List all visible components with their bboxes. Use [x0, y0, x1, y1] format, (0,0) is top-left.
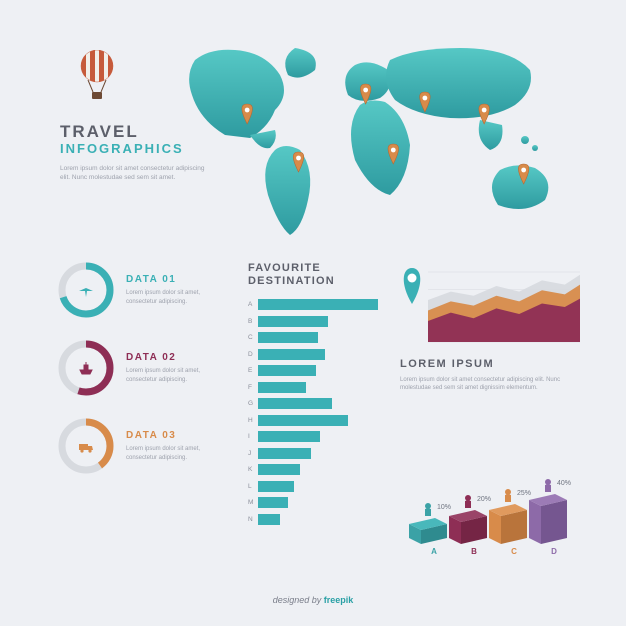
iso-bar-label: D	[551, 547, 557, 556]
donut-desc: Lorem ipsum dolor sit amet, consectetur …	[126, 367, 226, 384]
fav-bar	[258, 431, 320, 442]
fav-bar	[258, 382, 306, 393]
iso-bar-face	[529, 500, 541, 544]
fav-bar-letter: K	[248, 466, 258, 473]
fav-bar-chart: A B C D E F G H I J K L M N	[248, 298, 388, 525]
donut-chart	[58, 262, 114, 318]
fav-bar-letter: C	[248, 334, 258, 341]
donut-label: DATA 02	[126, 352, 226, 363]
truck-icon	[79, 444, 93, 453]
person-icon	[505, 489, 511, 502]
fav-title: FAVOURITEDESTINATION	[248, 262, 388, 288]
map-pin-icon	[360, 84, 371, 104]
footer-prefix: designed by	[273, 595, 324, 605]
fav-bar	[258, 349, 325, 360]
fav-bar-letter: B	[248, 318, 258, 325]
fav-bar-row: J	[248, 447, 388, 460]
fav-bar-row: D	[248, 348, 388, 361]
fav-bar-row: B	[248, 315, 388, 328]
donut-label: DATA 03	[126, 430, 226, 441]
fav-bar	[258, 365, 316, 376]
fav-bar-letter: E	[248, 367, 258, 374]
footer-credit: designed by freepik	[0, 590, 626, 608]
donut-label: DATA 01	[126, 274, 226, 285]
fav-bar-row: A	[248, 298, 388, 311]
fav-bar	[258, 497, 288, 508]
fav-bar-row: M	[248, 496, 388, 509]
fav-bar	[258, 415, 348, 426]
fav-bar	[258, 481, 294, 492]
fav-bar-row: L	[248, 480, 388, 493]
fav-bar-row: G	[248, 397, 388, 410]
iso-bar-pct: 20%	[477, 496, 491, 503]
fav-bar-letter: D	[248, 351, 258, 358]
donut-desc: Lorem ipsum dolor sit amet, consectetur …	[126, 289, 226, 306]
fav-bar-letter: G	[248, 400, 258, 407]
fav-bar-letter: L	[248, 483, 258, 490]
iso-bar-label: A	[431, 547, 437, 556]
fav-bar	[258, 398, 332, 409]
footer-brand: freepik	[324, 595, 354, 605]
donut-column: DATA 01 Lorem ipsum dolor sit amet, cons…	[58, 262, 226, 496]
person-icon	[465, 495, 471, 508]
world-map	[180, 40, 575, 240]
iso-bar-pct: 10%	[437, 504, 451, 511]
fav-bar-letter: A	[248, 301, 258, 308]
lorem-desc: Lorem ipsum dolor sit amet consectetur a…	[400, 376, 580, 393]
lorem-title: LOREM IPSUM	[400, 358, 580, 370]
fav-bar	[258, 514, 280, 525]
fav-bar-letter: N	[248, 516, 258, 523]
iso-bar-face	[541, 500, 567, 544]
fav-bar-row: F	[248, 381, 388, 394]
fav-bar-row: E	[248, 364, 388, 377]
donut-row: DATA 02 Lorem ipsum dolor sit amet, cons…	[58, 340, 226, 396]
right-block: LOREM IPSUM Lorem ipsum dolor sit amet c…	[400, 262, 580, 393]
fav-bar	[258, 316, 328, 327]
person-icon	[425, 503, 431, 516]
hot-air-balloon-icon	[78, 50, 116, 113]
fav-bar-letter: H	[248, 417, 258, 424]
iso-bar-pct: 25%	[517, 490, 531, 497]
fav-bar-row: K	[248, 463, 388, 476]
person-icon	[545, 479, 551, 492]
iso-bar-chart: 10% A 20% B 25% C 40% D	[395, 440, 585, 560]
fav-bar-row: C	[248, 331, 388, 344]
fav-bar	[258, 448, 311, 459]
donut-row: DATA 01 Lorem ipsum dolor sit amet, cons…	[58, 262, 226, 318]
iso-bar-label: C	[511, 547, 517, 556]
fav-bar	[258, 299, 378, 310]
fav-bar-row: I	[248, 430, 388, 443]
donut-chart	[58, 340, 114, 396]
ship-icon	[80, 362, 92, 374]
fav-bar	[258, 332, 318, 343]
iso-bar-pct: 40%	[557, 480, 571, 487]
fav-bar-row: H	[248, 414, 388, 427]
iso-bar-label: B	[471, 547, 477, 556]
fav-destination-block: FAVOURITEDESTINATION A B C D E F G H I J…	[248, 262, 388, 529]
donut-chart	[58, 418, 114, 474]
fav-bar-letter: J	[248, 450, 258, 457]
fav-bar-letter: M	[248, 499, 258, 506]
location-pin-icon	[404, 268, 421, 304]
area-chart	[400, 262, 580, 352]
fav-bar-letter: I	[248, 433, 258, 440]
donut-desc: Lorem ipsum dolor sit amet, consectetur …	[126, 445, 226, 462]
plane-icon	[78, 282, 94, 298]
fav-bar-letter: F	[248, 384, 258, 391]
donut-row: DATA 03 Lorem ipsum dolor sit amet, cons…	[58, 418, 226, 474]
fav-bar-row: N	[248, 513, 388, 526]
fav-bar	[258, 464, 300, 475]
